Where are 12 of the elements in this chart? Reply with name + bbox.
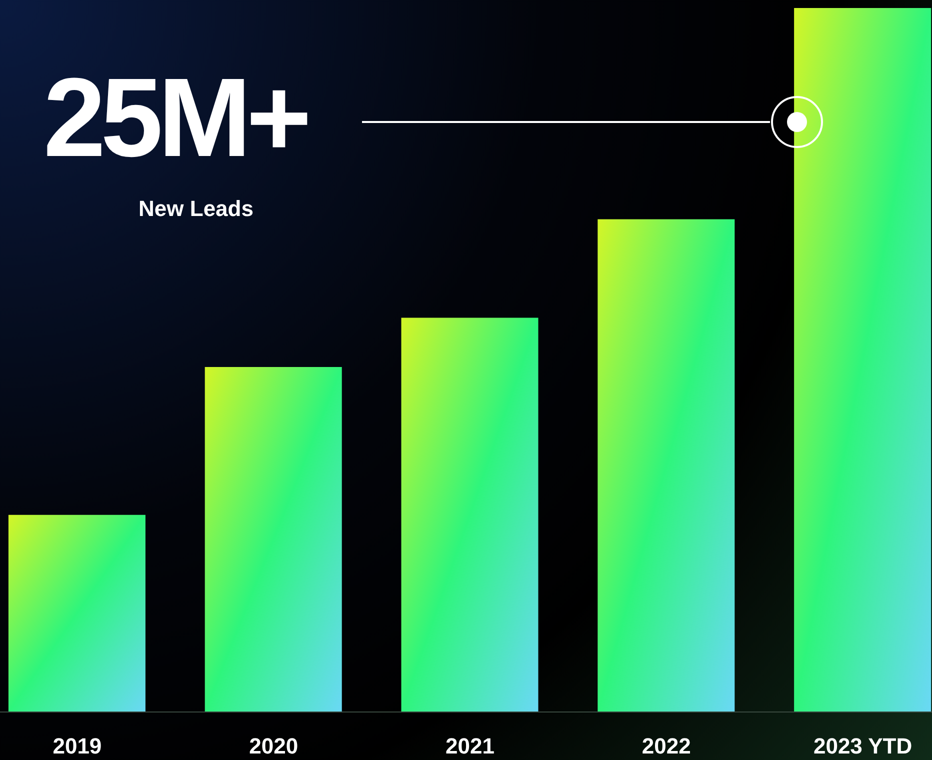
annotation: New Leads (138, 196, 254, 222)
bar (598, 219, 735, 712)
x-tick-label: 2023 YTD (813, 734, 912, 759)
annotation: 25M+ (42, 55, 308, 180)
bar (794, 8, 932, 712)
x-tick-label: 2022 (642, 734, 691, 759)
x-tick-label: 2021 (446, 734, 494, 759)
x-tick-label: 2019 (52, 734, 102, 759)
x-tick-label: 2020 (249, 734, 298, 759)
bar (204, 367, 342, 712)
bar (401, 318, 538, 712)
bar (8, 514, 146, 712)
